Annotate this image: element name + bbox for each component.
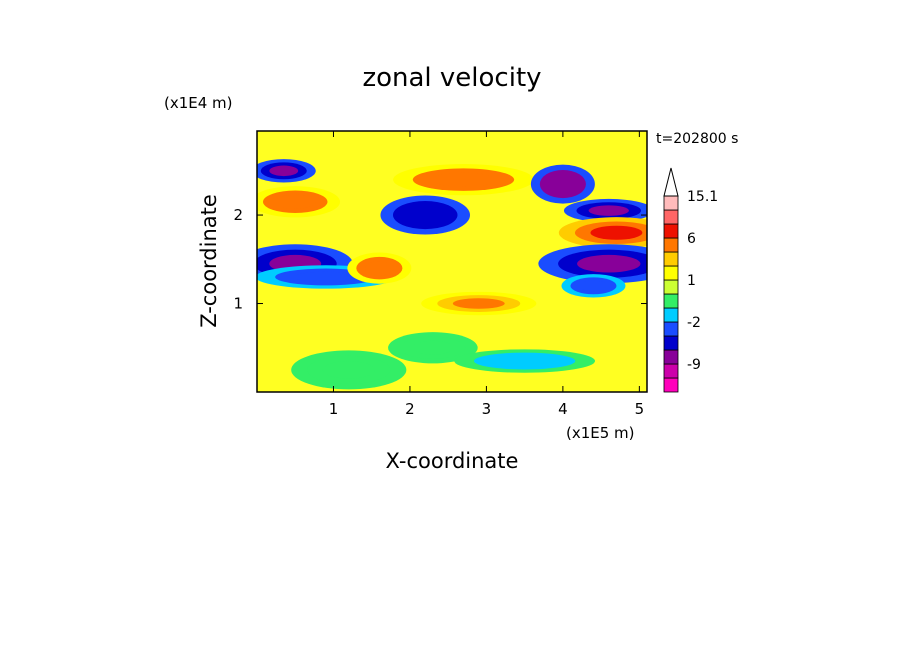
y-axis-ticks: 12	[233, 206, 647, 313]
contour-feature	[561, 274, 626, 298]
colorbar-segment	[663, 321, 679, 337]
contour-band	[322, 361, 375, 379]
x-scale-note: (x1E5 m)	[566, 424, 635, 442]
colorbar-segment	[663, 293, 679, 309]
contour-band	[405, 206, 446, 224]
contour-band	[590, 225, 643, 240]
x-tick-label: 3	[482, 400, 492, 418]
contour-feature	[563, 198, 647, 223]
colorbar-label: 15.1	[687, 189, 718, 205]
colorbar-segment	[663, 195, 679, 211]
contour-band	[431, 172, 496, 187]
contour-band	[412, 340, 454, 355]
colorbar-label: 1	[687, 273, 696, 289]
colorbar-label: -2	[687, 315, 701, 331]
contour-band	[294, 271, 358, 283]
contour-feature	[291, 350, 407, 390]
colorbar-segment	[663, 223, 679, 239]
contour-feature	[558, 217, 647, 249]
colorbar-segment	[663, 279, 679, 295]
x-axis-ticks: 1 2 3 4 5	[329, 131, 644, 418]
colorbar-segment	[663, 377, 679, 393]
y-scale-note: (x1E4 m)	[164, 94, 233, 112]
contour-band	[269, 165, 299, 177]
colorbar-label: -9	[687, 357, 701, 373]
contour-band	[588, 205, 629, 216]
contour-band	[452, 298, 505, 309]
contour-band	[275, 194, 316, 209]
contour-band	[492, 355, 557, 367]
contour-band	[548, 175, 578, 193]
chart-title: zonal velocity	[362, 63, 541, 93]
colorbar-extend-arrow	[663, 167, 679, 197]
x-tick-label: 5	[635, 400, 645, 418]
y-tick-label: 2	[233, 206, 243, 224]
contour-feature	[257, 186, 341, 218]
colorbar-segment	[663, 209, 679, 225]
x-axis-label: X-coordinate	[386, 449, 519, 473]
contour-feature	[388, 332, 478, 364]
colorbar-segment	[663, 363, 679, 379]
colorbar-segment	[663, 349, 679, 365]
colorbar-segment	[663, 251, 679, 267]
x-tick-label: 2	[405, 400, 415, 418]
colorbar-segment	[663, 237, 679, 253]
contour-feature	[538, 244, 647, 284]
contour-feature	[257, 159, 316, 183]
contour-band	[579, 280, 608, 292]
plot-frame	[256, 130, 648, 393]
contour-band	[577, 254, 641, 273]
colorbar-segment	[663, 307, 679, 323]
contour-feature	[380, 195, 471, 235]
contour-feature	[530, 164, 595, 204]
y-tick-label: 1	[233, 295, 243, 313]
time-label: t=202800 s	[656, 131, 738, 147]
colorbar-segment	[663, 265, 679, 281]
contour-band	[364, 261, 394, 276]
y-axis-label: Z-coordinate	[197, 194, 221, 328]
field-contours	[257, 159, 647, 390]
colorbar: 15.1 6 1 -2 -9	[663, 167, 718, 393]
contour-feature	[347, 252, 412, 284]
contour-feature	[421, 291, 537, 316]
contour-feature	[454, 349, 596, 373]
x-tick-label: 1	[329, 400, 339, 418]
colorbar-segment	[663, 335, 679, 351]
contour-feature	[393, 164, 534, 196]
x-tick-label: 4	[558, 400, 568, 418]
colorbar-label: 6	[687, 231, 696, 247]
